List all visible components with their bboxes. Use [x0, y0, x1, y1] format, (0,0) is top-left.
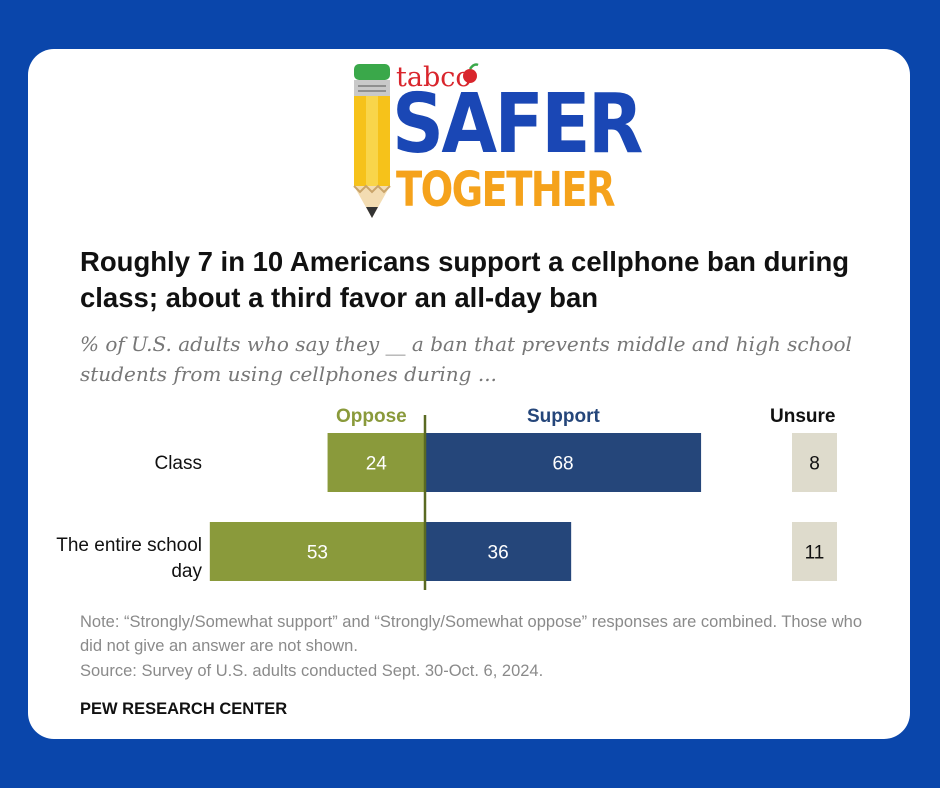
label-unsure-1: 11 [805, 543, 825, 564]
box-unsure-0 [792, 433, 837, 492]
chart-title: Roughly 7 in 10 Americans support a cell… [80, 246, 850, 313]
label-oppose-1: 53 [307, 543, 328, 564]
category-label-class: Class [154, 453, 202, 474]
chart-source: Source: Survey of U.S. adults conducted … [80, 662, 544, 680]
content-card [28, 49, 910, 739]
legend-oppose: Oppose [336, 406, 407, 427]
logo-together-text: TOGETHER [396, 162, 616, 218]
label-support-1: 36 [488, 543, 509, 564]
pencil-logo-icon [353, 63, 479, 218]
bar-oppose-1 [209, 522, 425, 581]
logo-safer-text: SAFER [392, 77, 643, 172]
logo-brand-text: tabco [396, 62, 472, 93]
label-support-0: 68 [552, 454, 573, 475]
bar-support-0 [425, 433, 702, 492]
pew-brand: PEW RESEARCH CENTER [80, 700, 288, 718]
label-unsure-0: 8 [809, 454, 820, 475]
label-oppose-0: 24 [366, 454, 388, 475]
category-label-entire-day: The entire school day [56, 535, 202, 582]
chart-note: Note: “Strongly/Somewhat support” and “S… [80, 613, 863, 655]
bar-support-1 [425, 522, 572, 581]
chart-subtitle: % of U.S. adults who say they __ a ban t… [80, 332, 852, 386]
legend-unsure: Unsure [770, 406, 836, 427]
bar-oppose-0 [327, 433, 425, 492]
legend-support: Support [527, 406, 600, 427]
box-unsure-1 [792, 522, 837, 581]
